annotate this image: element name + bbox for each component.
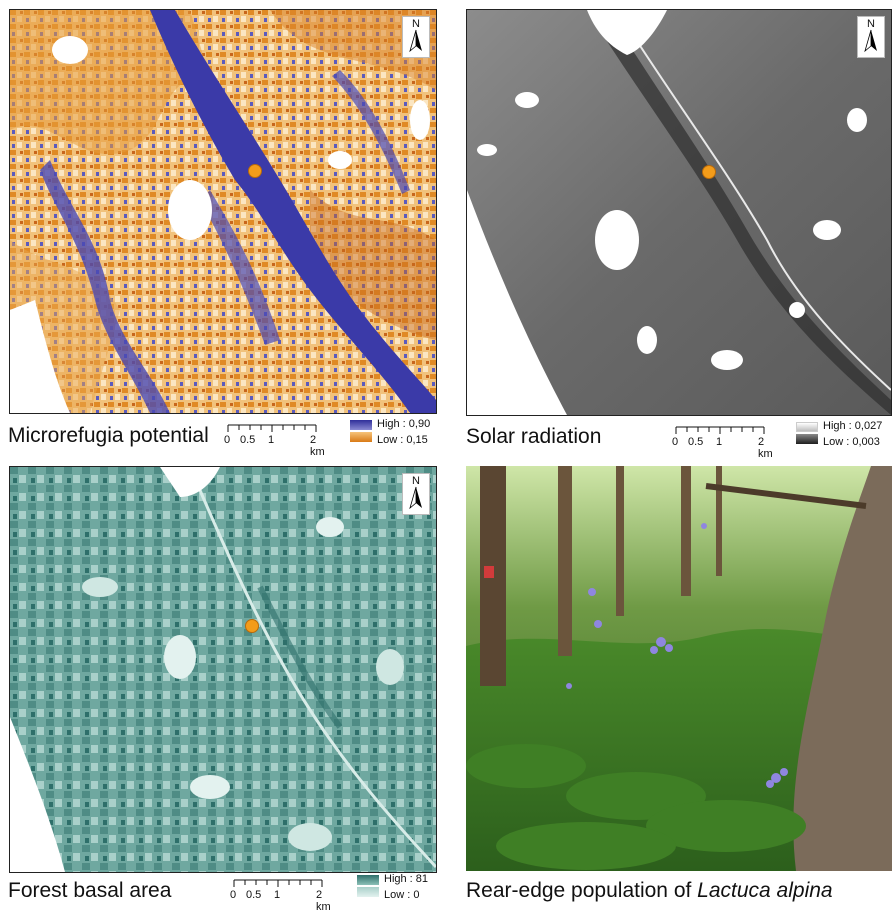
- legend-swatch-high: [350, 420, 372, 430]
- legend-swatch-low: [796, 434, 818, 444]
- legend-solar: High : 0,027 Low : 0,003: [796, 420, 888, 452]
- microrefugia-raster: [10, 10, 436, 413]
- legend-swatch-high: [796, 422, 818, 432]
- north-arrow: N: [402, 16, 430, 58]
- solar-raster: [467, 10, 891, 415]
- legend-swatch-high: [357, 875, 379, 885]
- scale-label-0-5: 0.5: [246, 889, 262, 901]
- scale-label-1: 1: [716, 436, 723, 448]
- scale-bar-ticks: [227, 424, 317, 432]
- study-site-marker: [245, 619, 259, 633]
- scale-label-0-5: 0.5: [240, 434, 256, 446]
- forest-photo: [466, 466, 892, 871]
- caption-forest-basal-area: Forest basal area: [8, 879, 172, 902]
- scale-label-0: 0: [672, 436, 679, 448]
- legend-high-label: High : 0,027: [823, 420, 883, 432]
- map-solar-radiation: N: [466, 9, 892, 416]
- study-site-marker: [702, 165, 716, 179]
- legend-high-label: High : 0,90: [377, 418, 431, 430]
- legend-low-label: Low : 0: [384, 889, 420, 901]
- caption-microrefugia-potential: Microrefugia potential: [8, 424, 209, 447]
- caption-prefix: Rear-edge population of: [466, 879, 698, 902]
- map-microrefugia-potential: N: [9, 9, 437, 414]
- scale-bar-ticks: [675, 426, 765, 434]
- north-label: N: [867, 18, 875, 30]
- legend-microrefugia: High : 0,90 Low : 0,15: [350, 418, 442, 450]
- north-arrow-icon: [864, 29, 877, 53]
- scale-label-2km: 2 km: [316, 889, 331, 913]
- scale-bar-microrefugia: 0 0.5 1 2 km: [224, 424, 325, 458]
- scale-label-0: 0: [224, 434, 231, 446]
- caption-rear-edge-population: Rear-edge population of Lactuca alpina: [466, 879, 833, 903]
- legend-low-label: Low : 0,003: [823, 436, 880, 448]
- north-arrow-icon: [409, 486, 422, 510]
- map-forest-basal-area: N: [9, 466, 437, 873]
- north-arrow: N: [402, 473, 430, 515]
- scale-label-0-5: 0.5: [688, 436, 704, 448]
- scale-label-0: 0: [230, 889, 237, 901]
- north-label: N: [412, 475, 420, 487]
- scale-label-1: 1: [268, 434, 275, 446]
- scale-bar-ticks: [233, 879, 323, 887]
- legend-swatch-low: [350, 432, 372, 442]
- north-arrow: N: [857, 16, 885, 58]
- legend-basal: High : 81 Low : 0: [357, 873, 449, 905]
- study-site-marker: [248, 164, 262, 178]
- caption-solar-radiation: Solar radiation: [466, 425, 602, 448]
- north-arrow-icon: [409, 29, 422, 53]
- scale-bar-basal: 0 0.5 1 2 km: [230, 879, 331, 913]
- basal-raster: [10, 467, 436, 872]
- legend-swatch-low: [357, 887, 379, 897]
- scale-bar-solar: 0 0.5 1 2 km: [672, 426, 773, 460]
- north-label: N: [412, 18, 420, 30]
- scale-label-2km: 2 km: [310, 434, 325, 458]
- caption-species: Lactuca alpina: [697, 879, 833, 902]
- legend-low-label: Low : 0,15: [377, 434, 428, 446]
- photo-lactuca-alpina-population: [466, 466, 892, 871]
- scale-label-1: 1: [274, 889, 281, 901]
- scale-label-2km: 2 km: [758, 436, 773, 460]
- legend-high-label: High : 81: [384, 873, 429, 885]
